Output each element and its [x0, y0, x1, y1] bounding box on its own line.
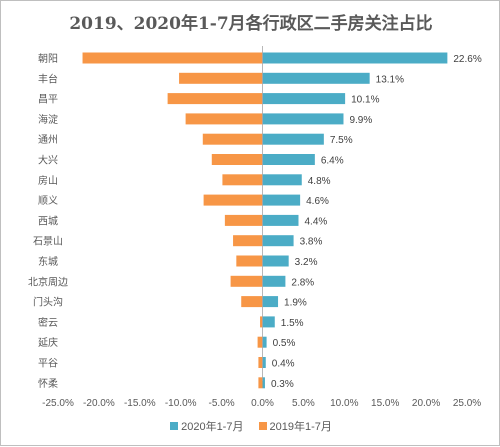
bar-2019: [241, 296, 263, 308]
legend-label-2019: 2019年1-7月: [269, 421, 332, 433]
bar-2019: [224, 214, 263, 226]
category-label: 顺义: [38, 195, 58, 207]
bar-2020: [262, 113, 344, 125]
category-label: 延庆: [38, 336, 58, 349]
legend-item-2020: 2020年1-7月: [170, 418, 243, 434]
data-label-2020: 13.1%: [376, 74, 404, 85]
x-tick-label: -5.0%: [209, 398, 235, 409]
bar-2019: [185, 113, 263, 125]
bar-2020: [262, 275, 286, 287]
x-tick-label: 25.0%: [453, 398, 481, 409]
category-label: 石景山: [33, 236, 63, 248]
category-label: 丰台: [38, 72, 58, 85]
bar-2020: [262, 214, 299, 226]
bar-2019: [203, 194, 263, 206]
bar-2020: [262, 174, 302, 186]
data-label-2020: 7.5%: [330, 135, 353, 146]
bar-2020: [262, 194, 301, 206]
bar-2019: [211, 154, 263, 165]
x-tick-label: -20.0%: [83, 398, 115, 409]
data-label-2020: 6.4%: [321, 156, 344, 167]
data-label-2020: 4.6%: [306, 196, 329, 207]
data-label-2020: 3.8%: [300, 237, 323, 248]
category-label: 西城: [38, 215, 58, 227]
x-tick-label: 0.0%: [251, 398, 274, 409]
data-label-2020: 22.6%: [453, 54, 481, 65]
bar-2020: [262, 357, 266, 368]
category-label: 大兴: [38, 154, 58, 167]
category-label: 门头沟: [33, 296, 63, 309]
legend-item-2019: 2019年1-7月: [258, 418, 332, 434]
bar-2019: [233, 235, 263, 247]
x-tick-label: 20.0%: [412, 398, 440, 409]
x-tick-label: 15.0%: [371, 398, 399, 409]
bar-2019: [258, 377, 263, 389]
legend-swatch-2020: [170, 422, 179, 430]
legend-swatch-2019: [258, 422, 267, 430]
bar-2019: [260, 316, 263, 328]
x-tick-label: -10.0%: [165, 398, 197, 409]
bar-2019: [179, 72, 263, 84]
x-tick-label: 10.0%: [330, 398, 358, 409]
data-label-2020: 1.9%: [284, 298, 307, 309]
data-label-2020: 1.5%: [281, 318, 304, 329]
chart-legend: 2020年1-7月 2019年1-7月: [1, 418, 500, 434]
bar-2020: [262, 72, 370, 84]
data-label-2020: 0.5%: [273, 338, 296, 349]
bar-2020: [262, 52, 448, 64]
x-tick-label: -15.0%: [124, 398, 156, 409]
bar-2020: [262, 336, 267, 348]
category-label: 平谷: [38, 358, 58, 370]
category-label: 房山: [38, 174, 58, 187]
data-label-2020: 9.9%: [349, 115, 372, 126]
x-tick-label: -25.0%: [42, 398, 74, 409]
bar-2020: [262, 235, 294, 247]
chart-title: 2019、2020年1-7月各行政区二手房关注占比: [69, 14, 433, 34]
bar-2020: [262, 316, 275, 328]
bar-2020: [262, 93, 346, 105]
data-label-2020: 4.8%: [308, 176, 331, 187]
category-label: 朝阳: [38, 53, 58, 65]
category-label: 怀柔: [38, 378, 58, 390]
bar-2020: [262, 154, 315, 165]
bar-2020: [262, 377, 265, 389]
bar-2019: [258, 357, 263, 368]
bar-2019: [230, 275, 263, 287]
bar-2019: [222, 174, 263, 186]
data-label-2020: 4.4%: [304, 216, 327, 227]
legend-label-2020: 2020年1-7月: [181, 421, 244, 433]
category-label: 东城: [38, 255, 58, 268]
x-tick-label: 5.0%: [292, 398, 315, 409]
category-label: 密云: [38, 316, 58, 329]
data-label-2020: 0.4%: [272, 359, 295, 370]
category-label: 通州: [38, 134, 58, 146]
data-label-2020: 0.3%: [271, 379, 294, 390]
category-label: 海淀: [38, 113, 58, 126]
bar-2019: [236, 255, 263, 267]
data-label-2020: 3.2%: [295, 257, 318, 268]
bar-2020: [262, 133, 324, 145]
category-label: 昌平: [38, 94, 58, 106]
bar-2020: [262, 296, 279, 308]
data-label-2020: 10.1%: [351, 95, 379, 106]
bar-2019: [257, 336, 263, 348]
bar-2019: [202, 133, 263, 145]
bar-2019: [82, 52, 263, 64]
bar-2019: [167, 93, 263, 105]
category-label: 北京周边: [28, 275, 68, 288]
data-label-2020: 2.8%: [291, 277, 314, 288]
bar-2020: [262, 255, 289, 267]
